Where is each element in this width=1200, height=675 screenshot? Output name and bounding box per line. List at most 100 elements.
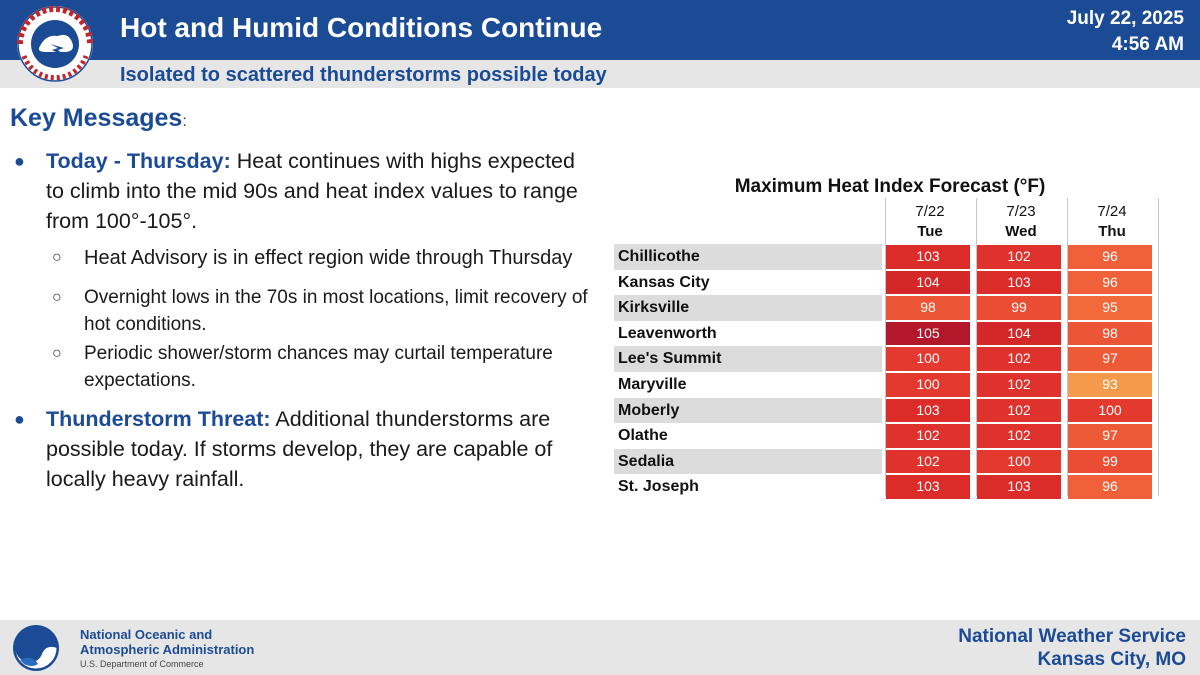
location-name: Olathe [618, 427, 668, 445]
bullet-text: Additional thunderstorms are possible to… [46, 407, 553, 491]
table-title: Maximum Heat Index Forecast (°F) [734, 176, 1046, 197]
nws-office-line2: Kansas City, MO [1037, 649, 1186, 670]
heat-index-cell: 102 [977, 245, 1061, 269]
column-day: Thu [1098, 223, 1126, 240]
bullet-text: Heat continues with highs expected to cl… [46, 149, 578, 233]
footer: National Oceanic and Atmospheric Adminis… [0, 620, 1200, 675]
heat-index-cell: 104 [977, 321, 1061, 346]
column-divider [885, 198, 886, 496]
table-row: Maryville 100 102 93 [614, 372, 1160, 398]
heat-index-cell: 100 [1068, 398, 1152, 423]
column-header: 7/24 Thu [1069, 198, 1155, 246]
table-row: Kansas City 104 103 96 [614, 270, 1160, 296]
heat-index-cell: 104 [886, 270, 970, 295]
location-name: Sedalia [614, 448, 882, 475]
heat-index-cell: 103 [977, 475, 1061, 499]
column-date: 7/24 [1097, 203, 1127, 220]
heat-index-cell: 97 [1068, 347, 1152, 371]
heat-index-cell: 100 [886, 347, 970, 371]
heat-index-cell: 95 [1068, 296, 1152, 320]
bullet-dot-icon: ● [14, 409, 25, 429]
issue-time: 4:56 AM [1111, 34, 1184, 55]
noaa-department: U.S. Department of Commerce [80, 659, 204, 669]
nws-office-line1: National Weather Service [958, 626, 1186, 647]
location-name: Lee's Summit [614, 346, 882, 372]
column-divider [1067, 198, 1068, 496]
heat-index-cell: 96 [1068, 475, 1152, 499]
heat-index-cell: 93 [1068, 373, 1152, 397]
table-row: Lee's Summit 100 102 97 [614, 346, 1160, 372]
location-name: Kansas City [618, 273, 710, 291]
column-day: Wed [1005, 223, 1037, 240]
noaa-name-line1: National Oceanic and [80, 627, 213, 642]
column-divider [1158, 198, 1159, 496]
heat-index-cell: 98 [1068, 321, 1152, 346]
location-name: Maryville [618, 376, 687, 393]
header-subtitle-band [0, 60, 1200, 88]
location-name: Moberly [614, 397, 882, 424]
heat-index-cell: 103 [886, 475, 970, 499]
sub-bullet-text: Periodic shower/storm chances may curtai… [84, 343, 553, 391]
heat-index-cell: 100 [886, 373, 970, 397]
key-messages-list: ● Today - Thursday: Heat continues with … [10, 146, 590, 494]
heat-index-cell: 103 [977, 270, 1061, 295]
heat-index-cell: 100 [977, 449, 1061, 474]
table-row: Sedalia 102 100 99 [614, 448, 1160, 475]
location-name: Chillicothe [614, 244, 882, 270]
heat-index-cell: 102 [977, 398, 1061, 423]
key-messages-title: Key Messages [10, 104, 183, 132]
table-row: Kirksville 98 99 95 [614, 295, 1160, 321]
column-date: 7/23 [1006, 203, 1036, 220]
page-subtitle: Isolated to scattered thunderstorms poss… [120, 64, 607, 86]
heat-index-cell: 102 [977, 373, 1061, 397]
sub-bullet-storm-chances: ○ Periodic shower/storm chances may curt… [10, 340, 590, 394]
location-name: Kirksville [614, 295, 882, 321]
noaa-logo-icon [13, 625, 59, 671]
heat-index-cell: 96 [1068, 270, 1152, 295]
sub-bullet-text: Heat Advisory is in effect region wide t… [84, 247, 573, 269]
heat-index-cell: 96 [1068, 245, 1152, 269]
column-header: 7/22 Tue [887, 198, 973, 246]
page-title: Hot and Humid Conditions Continue [120, 12, 603, 43]
table-row: Moberly 103 102 100 [614, 397, 1160, 424]
heat-index-cell: 102 [886, 449, 970, 474]
table-row: Leavenworth 105 104 98 [614, 321, 1160, 347]
key-messages-heading: Key Messages: [10, 104, 187, 133]
column-date: 7/22 [915, 203, 945, 220]
heat-index-cell: 103 [886, 398, 970, 423]
issue-date: July 22, 2025 [1066, 8, 1184, 29]
sub-bullet-text: Overnight lows in the 70s in most locati… [84, 287, 588, 335]
location-name: St. Joseph [618, 478, 699, 496]
column-day: Tue [917, 223, 943, 240]
bullet-today-thursday: ● Today - Thursday: Heat continues with … [10, 146, 590, 236]
noaa-name: National Oceanic and Atmospheric Adminis… [80, 627, 254, 657]
sub-bullet-ring-icon: ○ [52, 289, 62, 306]
header: Hot and Humid Conditions Continue Isolat… [0, 0, 1200, 88]
sub-bullet-overnight-lows: ○ Overnight lows in the 70s in most loca… [10, 284, 590, 338]
bullet-lead: Today - Thursday: [46, 149, 231, 173]
table-row: Olathe 102 102 97 [614, 423, 1160, 449]
sub-bullet-ring-icon: ○ [52, 249, 62, 266]
key-messages-colon: : [182, 113, 187, 130]
heat-index-table: 7/22 Tue 7/23 Wed 7/24 Thu Chillicothe 10… [614, 198, 1160, 499]
heat-index-cell: 98 [886, 296, 970, 320]
sub-bullet-heat-advisory: ○ Heat Advisory is in effect region wide… [10, 244, 590, 272]
heat-index-cell: 103 [886, 245, 970, 269]
location-name: Leavenworth [618, 324, 717, 342]
heat-index-cell: 102 [977, 424, 1061, 448]
issue-datetime: July 22, 2025 4:56 AM [1067, 6, 1184, 58]
nws-logo-icon [17, 6, 93, 82]
nws-office: National Weather Service Kansas City, MO [958, 625, 1186, 671]
heat-index-cell: 102 [977, 347, 1061, 371]
heat-index-cell: 102 [886, 424, 970, 448]
heat-index-cell: 99 [1068, 449, 1152, 474]
bullet-thunderstorm-threat: ● Thunderstorm Threat: Additional thunde… [10, 404, 590, 494]
heat-index-cell: 105 [886, 321, 970, 346]
heat-index-cell: 97 [1068, 424, 1152, 448]
column-divider [976, 198, 977, 496]
bullet-dot-icon: ● [14, 151, 25, 171]
sub-bullet-ring-icon: ○ [52, 345, 62, 362]
column-header: 7/23 Wed [978, 198, 1064, 246]
noaa-name-line2: Atmospheric Administration [80, 642, 255, 657]
